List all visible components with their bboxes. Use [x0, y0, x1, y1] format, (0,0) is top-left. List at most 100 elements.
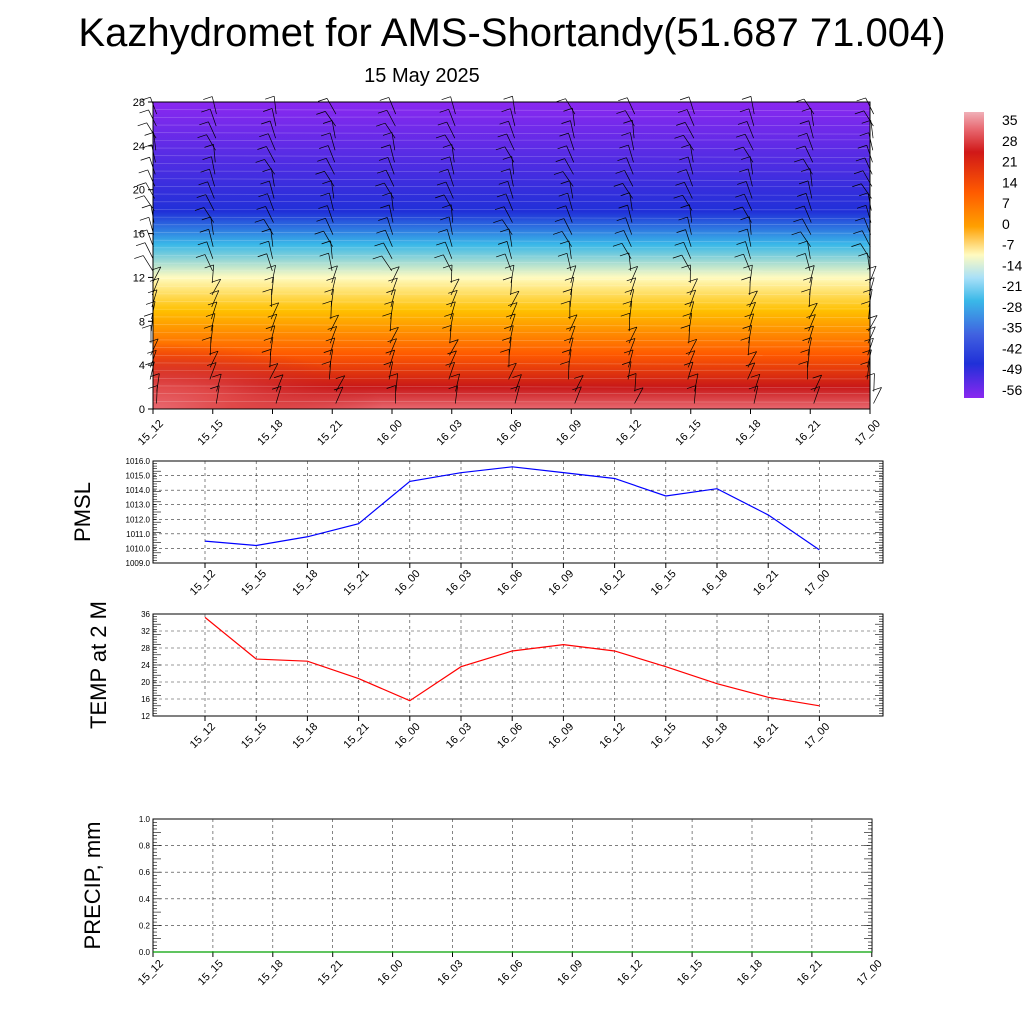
wind-barb — [389, 144, 395, 163]
wind-barb-flag — [614, 230, 624, 234]
wind-barb-flag — [262, 168, 272, 173]
wind-barb — [563, 218, 573, 235]
y-tick-label: 28 — [133, 97, 145, 109]
wind-barb — [561, 231, 572, 247]
wind-barb — [503, 206, 513, 223]
wind-barb — [147, 169, 156, 187]
colorbar-label: 28 — [1002, 133, 1018, 149]
wind-barb — [384, 122, 396, 139]
wind-barb-flag — [442, 264, 453, 269]
wind-barb-flag — [496, 193, 507, 198]
wind-barb — [149, 361, 155, 380]
wind-barb-flag — [616, 110, 626, 114]
wind-barb — [449, 313, 454, 332]
wind-barb — [630, 266, 638, 284]
wind-barb-flag — [798, 361, 808, 365]
wind-barb-flag — [804, 325, 814, 330]
wind-barb — [389, 327, 399, 344]
wind-barb — [448, 216, 453, 235]
wind-barb-flag — [566, 265, 576, 269]
wind-barb-flag — [386, 385, 396, 389]
colorbar-label: -49 — [1002, 361, 1022, 377]
wind-barb-flag — [378, 157, 389, 161]
wind-barb-flag — [801, 288, 811, 293]
wind-barb — [275, 374, 284, 392]
wind-barb-flag — [498, 180, 508, 185]
x-tick-label: 16_06 — [495, 721, 525, 751]
wind-barb-flag — [435, 194, 445, 199]
wind-barb — [444, 241, 453, 259]
y-tick-label: 16 — [141, 695, 150, 704]
wind-barb-flag — [201, 336, 212, 341]
colorbar-label: -56 — [1002, 382, 1022, 398]
x-tick-label: 16_09 — [554, 418, 584, 448]
x-tick-label: 16_00 — [375, 418, 405, 448]
wind-barb-flag — [737, 181, 747, 185]
wind-barb — [150, 338, 159, 356]
wind-barb — [512, 96, 516, 115]
x-tick-label: 16_21 — [751, 721, 781, 751]
contour-line — [152, 261, 871, 264]
wind-barb-flag — [623, 349, 634, 354]
wind-barb-flag — [320, 192, 330, 197]
wind-barb — [144, 242, 154, 259]
wind-barb — [211, 156, 216, 175]
wind-barb-flag — [683, 361, 694, 366]
wind-barb-flag — [620, 192, 630, 197]
wind-barb-flag — [508, 302, 518, 306]
wind-barb — [750, 96, 755, 115]
wind-barb-flag — [200, 168, 210, 173]
wind-barb — [451, 144, 455, 163]
wind-barb-flag — [143, 312, 154, 317]
wind-barb — [211, 290, 220, 308]
wind-barb — [565, 98, 576, 115]
wind-barb-flag — [796, 253, 806, 257]
wind-barb — [867, 338, 874, 356]
wind-barb — [449, 339, 459, 356]
wind-barb-flag — [559, 240, 570, 245]
wind-barb-flag — [322, 120, 333, 124]
wind-barb-flag — [501, 108, 511, 112]
wind-barb-flag — [134, 195, 145, 200]
colorbar-label: 14 — [1002, 174, 1018, 190]
wind-barb — [385, 230, 393, 247]
wind-barb-flag — [736, 241, 746, 245]
wind-barb — [501, 219, 513, 235]
wind-barb-flag — [738, 228, 748, 233]
wind-barb — [570, 265, 577, 284]
wind-barb — [329, 326, 338, 344]
wind-barb-flag — [322, 180, 332, 184]
wind-barb-flag — [209, 290, 219, 294]
wind-barb-flag — [734, 146, 744, 151]
x-tick-label: 16_09 — [546, 568, 576, 598]
wind-barb — [863, 110, 874, 127]
wind-barb — [867, 326, 876, 344]
wind-barb — [149, 157, 156, 175]
wind-barb-flag — [506, 313, 516, 318]
wind-barb-flag — [273, 374, 284, 379]
wind-barb-flag — [201, 216, 211, 221]
wind-barb — [446, 121, 456, 139]
wind-barb-flag — [743, 264, 753, 269]
y-tick-label: 0.6 — [139, 868, 151, 877]
x-tick-label: 16_00 — [393, 721, 423, 751]
wind-barb-flag — [857, 144, 867, 149]
wind-barb-flag — [502, 156, 512, 160]
wind-barb — [327, 205, 334, 223]
wind-barb-flag — [557, 145, 567, 150]
wind-barb — [265, 206, 274, 223]
wind-barb — [325, 111, 336, 127]
colorbar-label: 0 — [1002, 216, 1010, 232]
wind-barb-flag — [382, 132, 393, 136]
wind-barb-flag — [194, 207, 205, 211]
wind-barb — [634, 373, 637, 392]
wind-barb — [864, 157, 873, 175]
wind-barb — [574, 375, 584, 392]
wind-barb — [747, 351, 757, 368]
wind-barb — [694, 373, 699, 392]
wind-barb-flag — [376, 122, 386, 127]
wind-barb — [808, 120, 814, 139]
wind-barb-flag — [791, 231, 801, 236]
wind-barb — [209, 108, 217, 127]
wind-barb — [389, 350, 395, 368]
